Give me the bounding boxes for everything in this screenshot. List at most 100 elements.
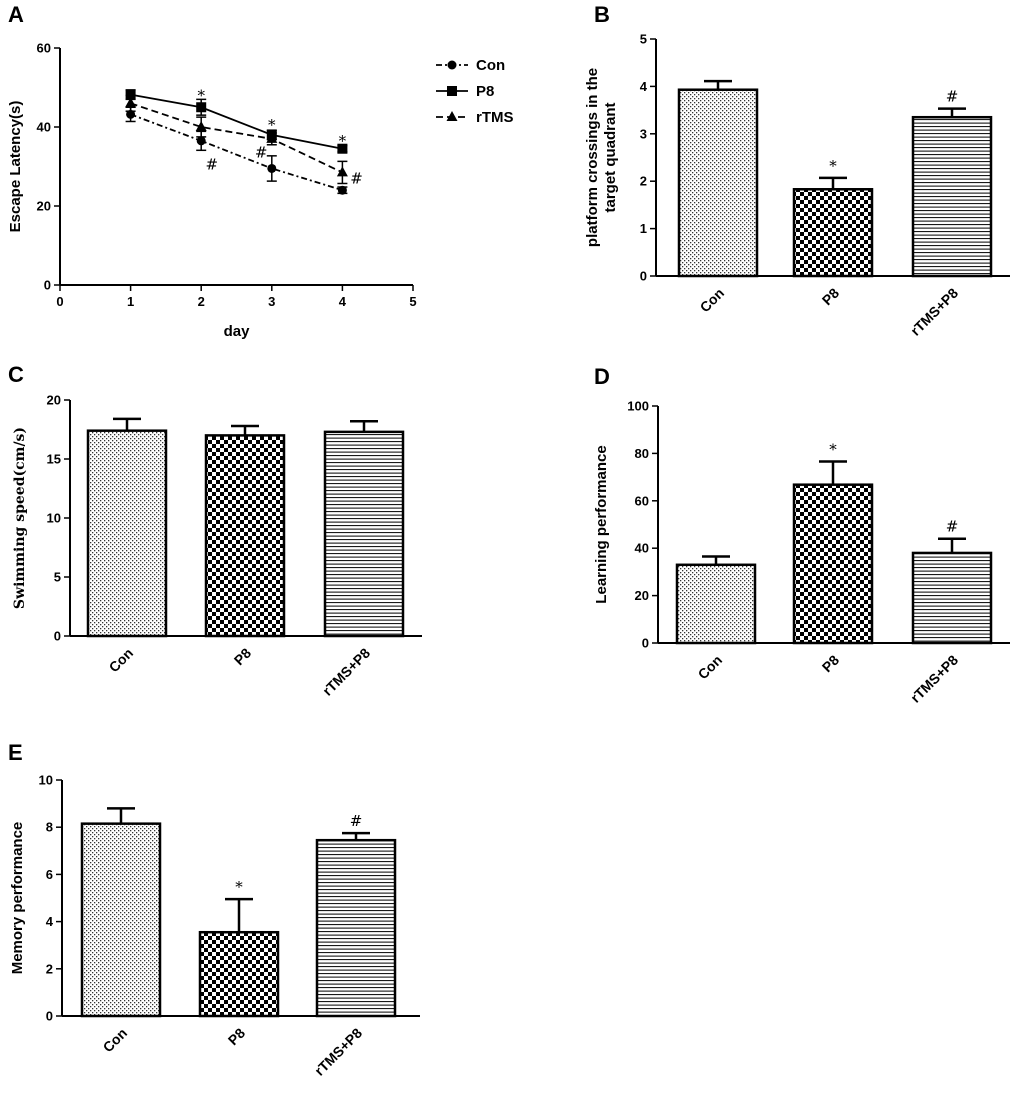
panel-b-y-tick-label: 5 <box>640 32 647 47</box>
significance-mark: * <box>829 157 837 175</box>
panel-d: D 0 20 40 60 80 100 Learning performance Con * P8 #… <box>593 364 1010 706</box>
panel-b-y-tick-label: 1 <box>640 221 647 236</box>
panel-a-y-tick-label: 60 <box>37 41 51 56</box>
panel-d-y-tick-label: 100 <box>627 399 649 414</box>
panel-c-y-tick-label: 5 <box>54 570 61 585</box>
data-point <box>267 163 277 173</box>
category-label: Con <box>100 1025 131 1056</box>
panel-a-y-axis-label: Escape Latency(s) <box>7 101 24 233</box>
panel-a-x-tick-label: 2 <box>198 294 205 309</box>
significance-mark: # <box>350 812 363 830</box>
panel-label-c: C <box>8 362 24 387</box>
panel-e-y-tick-label: 6 <box>46 867 53 882</box>
category-label: Con <box>106 645 137 676</box>
category-label: P8 <box>231 645 255 669</box>
significance-mark: * <box>197 86 205 104</box>
panel-a-x-tick-label: 5 <box>409 294 416 309</box>
significance-mark: # <box>350 169 363 187</box>
significance-mark: * <box>268 116 276 134</box>
panel-e: E 0 2 4 6 8 10 Memory performance Con * P8 # rTMS+P8 <box>8 740 420 1079</box>
panel-b-y-axis-label: platform crossings in thetarget quadrant <box>584 68 619 247</box>
series-con-line <box>130 113 343 192</box>
panel-a-x-tick-label: 0 <box>56 294 63 309</box>
panel-c-y-tick-label: 0 <box>54 629 61 644</box>
legend-marker <box>446 111 458 121</box>
panel-b-y-tick-label: 0 <box>640 269 647 284</box>
panel-e-y-tick-label: 2 <box>46 961 53 976</box>
panel-e-y-tick-label: 0 <box>46 1009 53 1024</box>
bar-p8 <box>204 434 286 638</box>
data-point <box>336 166 348 177</box>
bar-rtms-p8 <box>911 115 993 278</box>
panel-label-a: A <box>8 2 24 27</box>
panel-label-d: D <box>594 364 610 389</box>
panel-e-y-tick-label: 10 <box>39 773 53 788</box>
category-label: P8 <box>225 1025 249 1049</box>
data-point <box>337 185 347 195</box>
panel-a-x-tick-label: 4 <box>339 294 347 309</box>
series-p8 <box>125 89 348 154</box>
panel-d-y-tick-label: 40 <box>635 541 649 556</box>
significance-mark: * <box>235 878 243 896</box>
category-label: rTMS+P8 <box>907 285 961 339</box>
panel-b-y-tick-label: 2 <box>640 174 647 189</box>
panel-a-y-tick-label: 0 <box>44 278 51 293</box>
panel-a-y-tick-label: 20 <box>37 199 51 214</box>
category-label: P8 <box>819 652 843 676</box>
series-p8-line <box>130 93 343 150</box>
legend-label-con: Con <box>476 57 505 74</box>
significance-mark: # <box>946 518 959 536</box>
panel-d-y-tick-label: 60 <box>635 493 649 508</box>
significance-mark: * <box>829 440 837 458</box>
panel-a-y-tick-label: 40 <box>37 120 51 135</box>
panel-label-e: E <box>8 740 23 765</box>
data-point <box>125 89 136 100</box>
significance-mark: # <box>206 156 219 174</box>
bar-p8 <box>792 483 874 645</box>
panel-b-y-tick-label: 4 <box>640 79 648 94</box>
bar-con <box>86 429 168 638</box>
legend-marker <box>447 60 457 70</box>
panel-d-y-axis-label: Learning performance <box>593 445 610 603</box>
significance-mark: # <box>946 88 959 106</box>
panel-e-y-axis-label: Memory performance <box>9 822 26 975</box>
data-point <box>125 97 137 108</box>
panel-e-y-tick-label: 8 <box>46 820 53 835</box>
legend-marker <box>447 86 457 96</box>
bar-con <box>80 822 162 1018</box>
category-label: Con <box>695 652 726 683</box>
panel-e-y-tick-label: 4 <box>46 914 54 929</box>
series-rtms <box>125 94 348 185</box>
bar-con <box>675 563 757 645</box>
legend-label-rtms: rTMS <box>476 109 514 126</box>
panel-d-y-tick-label: 80 <box>635 446 649 461</box>
bar-rtms-p8 <box>911 551 993 645</box>
category-label: Con <box>697 285 728 316</box>
panel-d-y-tick-label: 20 <box>635 588 649 603</box>
legend: Con P8 rTMS <box>436 57 514 126</box>
panel-a-x-axis-label: day <box>224 323 251 340</box>
panel-a-x-tick-label: 3 <box>268 294 275 309</box>
panel-label-b: B <box>594 2 610 27</box>
panel-c-y-tick-label: 10 <box>47 511 61 526</box>
category-label: rTMS+P8 <box>311 1025 365 1079</box>
panel-c-y-tick-label: 15 <box>47 452 61 467</box>
series-rtms-line <box>130 102 343 174</box>
bar-con <box>677 88 759 278</box>
bar-rtms-p8 <box>315 838 397 1018</box>
panel-b: B 0 1 2 3 4 5 platform crossings in thetarget q… <box>584 2 1010 339</box>
panel-c: C 0 5 10 15 20 Swimming speed(cm/s) Con P8 rTMS+P… <box>8 362 422 699</box>
data-point <box>196 136 206 146</box>
panel-c-y-tick-label: 20 <box>47 393 61 408</box>
bar-rtms-p8 <box>323 430 405 638</box>
bar-p8 <box>198 930 280 1018</box>
category-label: rTMS+P8 <box>907 652 961 706</box>
bar-p8 <box>792 188 874 278</box>
panel-a-x-tick-label: 1 <box>127 294 134 309</box>
data-point <box>126 109 136 119</box>
data-point <box>337 143 348 154</box>
significance-mark: # <box>255 144 268 162</box>
panel-c-y-axis-label: Swimming speed(cm/s) <box>12 427 28 609</box>
